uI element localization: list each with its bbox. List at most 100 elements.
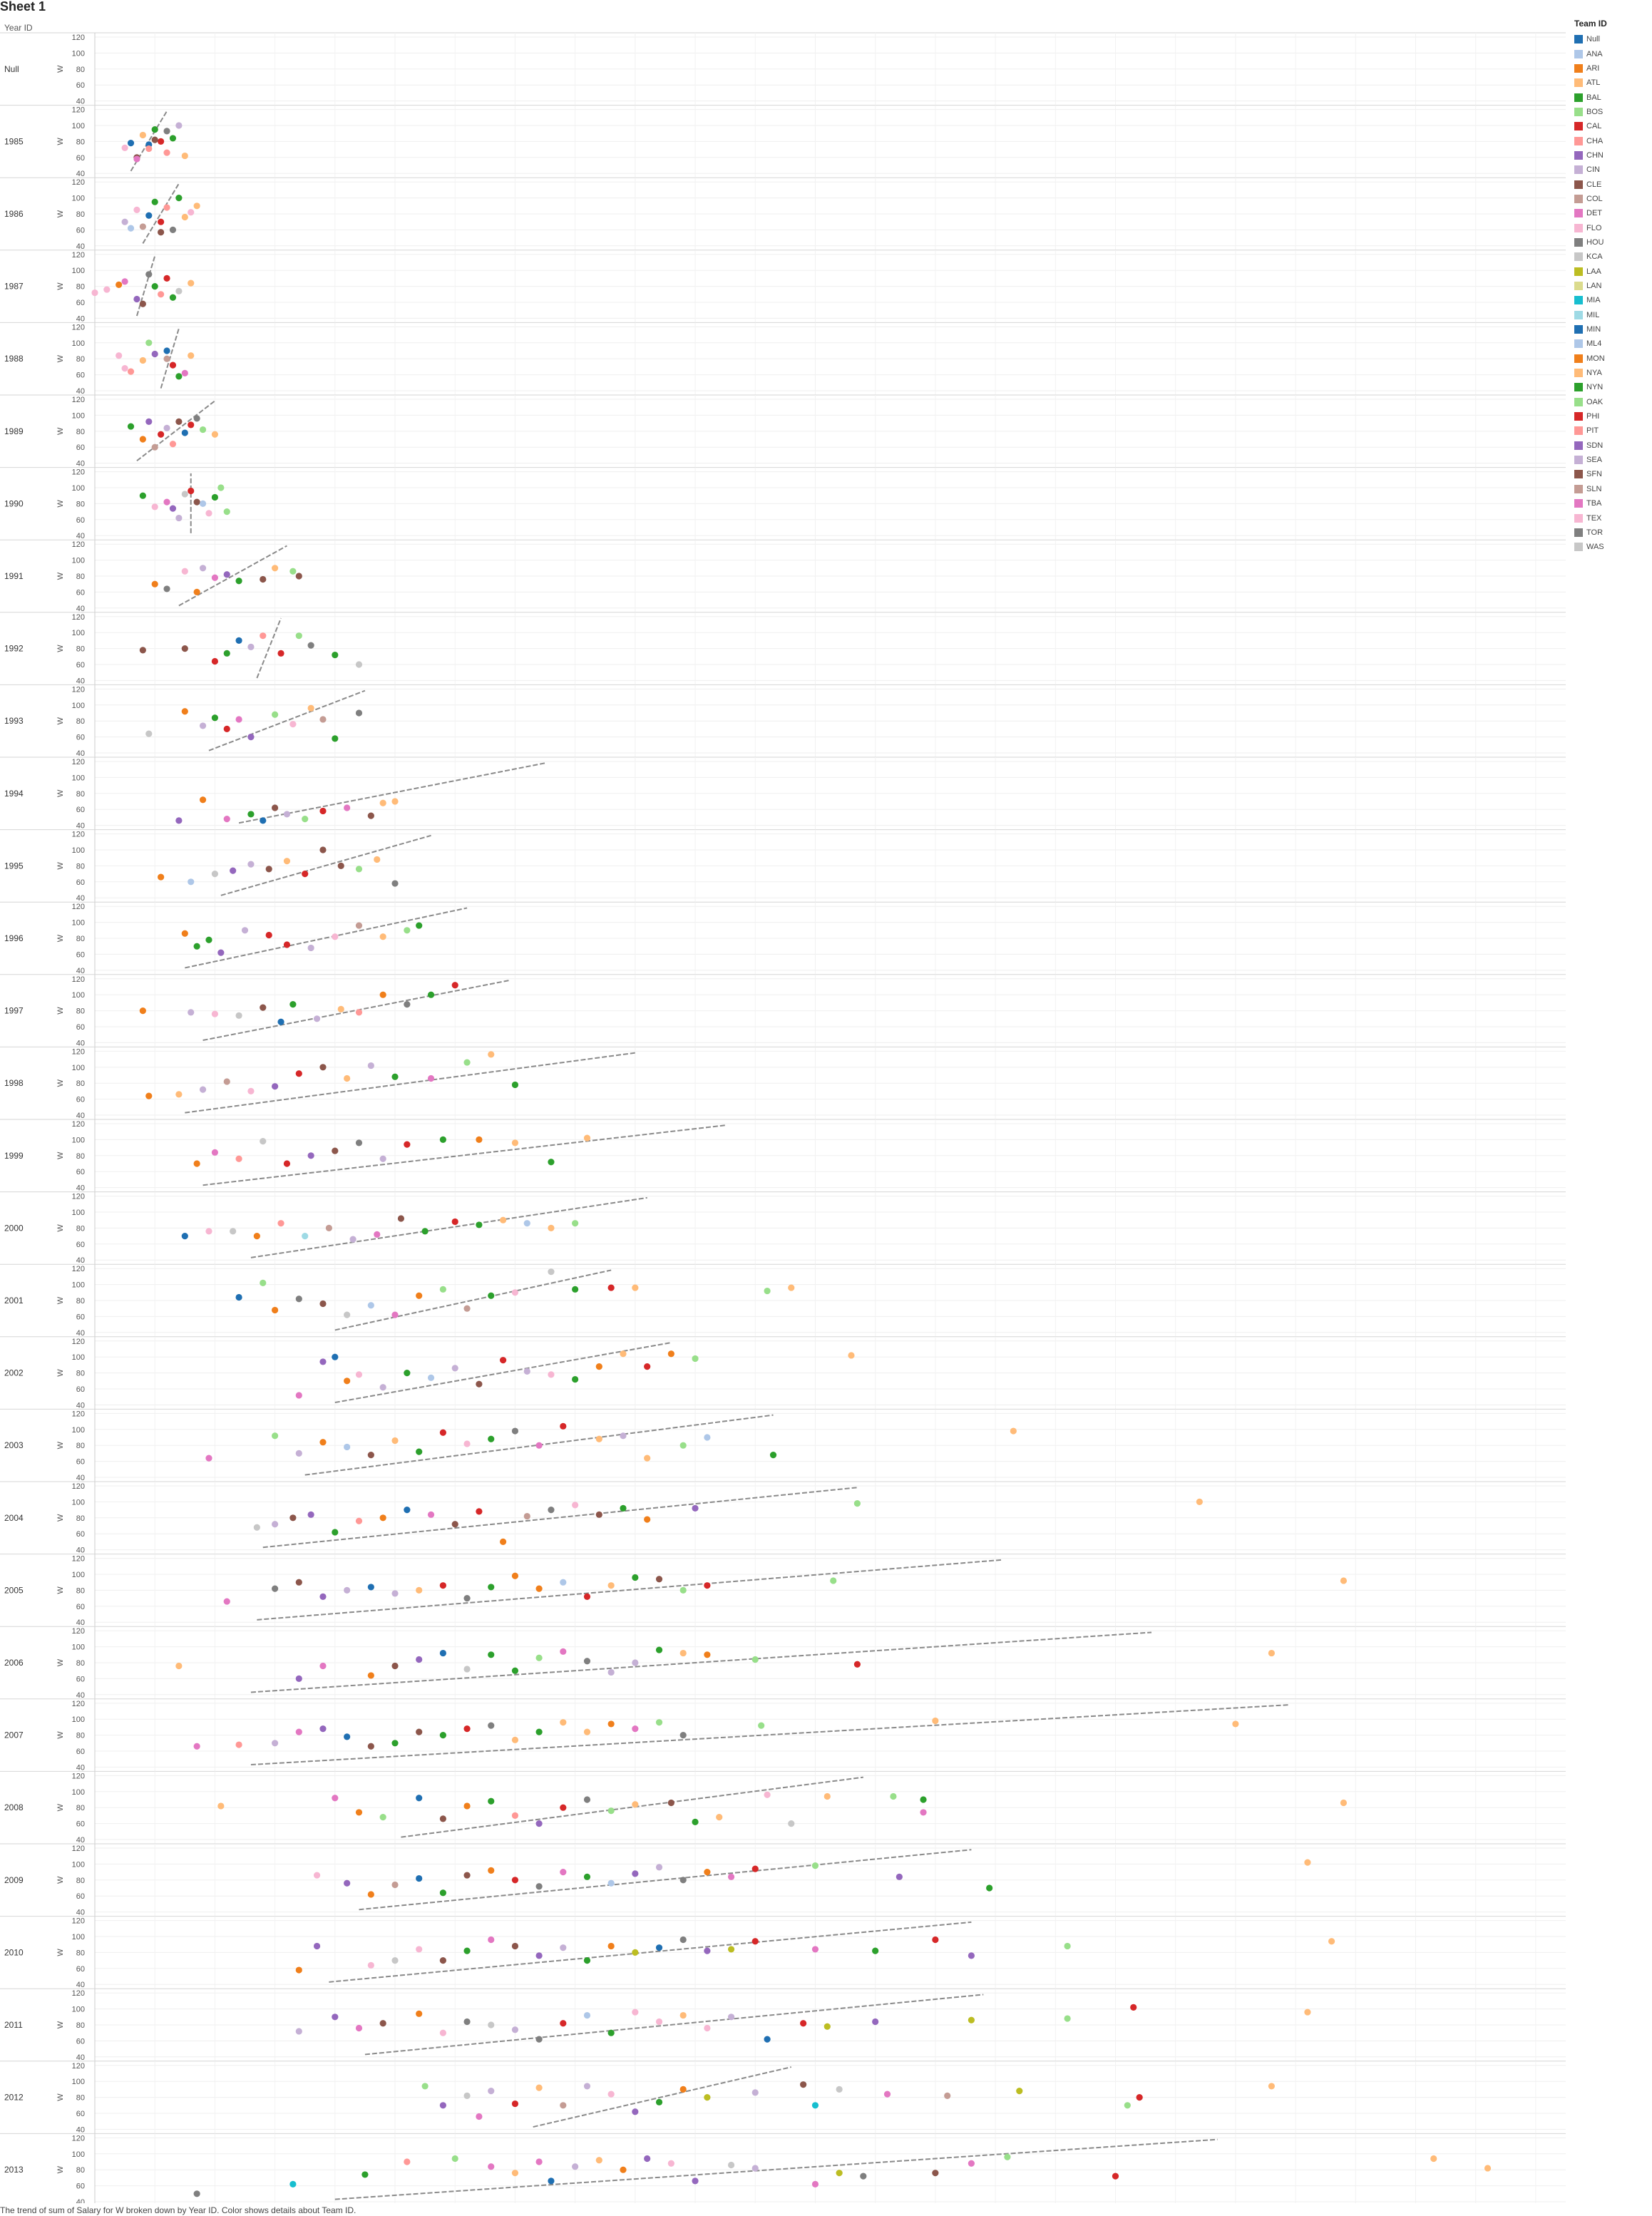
y-tick-label: 120 (72, 323, 85, 332)
y-tick-label: 80 (76, 1152, 85, 1161)
data-point (583, 1957, 591, 1964)
data-point (488, 1584, 495, 1591)
legend-item[interactable]: ARI (1574, 61, 1649, 76)
legend-item[interactable]: COL (1574, 192, 1649, 206)
legend-swatch (1574, 383, 1583, 392)
data-point (367, 1584, 374, 1591)
year-label: 2002 (4, 1368, 24, 1378)
legend-label: SFN (1586, 470, 1602, 479)
legend-item[interactable]: Null (1574, 32, 1649, 46)
data-point (272, 804, 279, 811)
y-tick-label: 80 (76, 66, 85, 74)
y-tick-label: 60 (76, 1603, 85, 1611)
legend-item[interactable]: KCA (1574, 250, 1649, 264)
y-tick-label: 40 (76, 605, 85, 613)
y-tick-label: 80 (76, 1442, 85, 1450)
legend-item[interactable]: ATL (1574, 76, 1649, 90)
data-point (535, 1820, 543, 1827)
legend-item[interactable]: LAA (1574, 265, 1649, 279)
data-point (583, 1134, 591, 1142)
data-point (679, 1936, 687, 1944)
legend-swatch (1574, 543, 1583, 552)
legend-item[interactable]: ANA (1574, 46, 1649, 61)
legend-swatch (1574, 456, 1583, 465)
data-point (679, 1442, 687, 1449)
data-point (391, 1957, 399, 1964)
year-label: 2008 (4, 1802, 24, 1812)
data-point (211, 1149, 219, 1156)
panel-2000: 40 60 80 100 120 W 2000 (0, 1191, 1566, 1265)
legend-item[interactable]: SDN (1574, 438, 1649, 453)
legend-item[interactable]: TOR (1574, 525, 1649, 540)
data-point (463, 1305, 471, 1312)
data-point (175, 373, 183, 380)
trend-line (208, 689, 366, 752)
data-point (679, 1732, 687, 1739)
data-point (379, 1384, 386, 1391)
panel-2011: 40 60 80 100 120 W 2011 (0, 1988, 1566, 2062)
y-tick-label: 120 (72, 1338, 85, 1346)
legend-item[interactable]: FLO (1574, 220, 1649, 235)
data-point (379, 2020, 386, 2027)
legend-item[interactable]: ML4 (1574, 337, 1649, 351)
data-point (247, 734, 255, 741)
data-point (211, 493, 219, 501)
trend-line (202, 980, 510, 1042)
legend-item[interactable]: HOU (1574, 235, 1649, 250)
legend-item[interactable]: CAL (1574, 119, 1649, 133)
y-tick-label: 120 (72, 2134, 85, 2143)
legend-item[interactable]: PIT (1574, 424, 1649, 438)
legend-item[interactable]: MIL (1574, 308, 1649, 322)
data-point (163, 204, 170, 211)
data-point (169, 135, 177, 142)
legend-item[interactable]: CIN (1574, 163, 1649, 177)
legend-item[interactable]: SFN (1574, 467, 1649, 481)
y-axis-title: W (56, 65, 65, 73)
legend-label: FLO (1586, 223, 1602, 232)
data-point (572, 1502, 579, 1509)
legend-item[interactable]: WAS (1574, 540, 1649, 554)
data-point (476, 1221, 483, 1228)
y-axis-title: W (56, 427, 65, 435)
legend-item[interactable]: MIN (1574, 322, 1649, 337)
legend-item[interactable]: BAL (1574, 90, 1649, 104)
data-point (211, 714, 219, 722)
panel-1998: 40 60 80 100 120 W 1998 (0, 1046, 1566, 1120)
legend-item[interactable]: CHN (1574, 148, 1649, 163)
trend-line (185, 1052, 635, 1114)
data-point (319, 1662, 327, 1670)
legend-item[interactable]: CLE (1574, 177, 1649, 191)
legend-item[interactable]: CHA (1574, 133, 1649, 148)
data-point (758, 1722, 765, 1729)
y-axis-title: W (56, 572, 65, 580)
legend-item[interactable]: BOS (1574, 105, 1649, 119)
data-point (133, 206, 140, 213)
data-point (1268, 1649, 1275, 1657)
legend-item[interactable]: MON (1574, 352, 1649, 366)
legend-item[interactable]: NYA (1574, 366, 1649, 380)
legend-item[interactable]: SLN (1574, 482, 1649, 496)
legend-item[interactable]: DET (1574, 206, 1649, 220)
legend-item[interactable]: TBA (1574, 496, 1649, 511)
data-point (295, 1966, 302, 1974)
data-point (181, 491, 188, 498)
data-point (193, 2190, 200, 2197)
year-label: 1999 (4, 1151, 24, 1161)
data-point (349, 1236, 356, 1243)
data-point (116, 352, 123, 359)
legend-item[interactable]: LAN (1574, 279, 1649, 293)
data-point (535, 1654, 543, 1661)
legend-item[interactable]: MIA (1574, 293, 1649, 307)
legend-swatch (1574, 267, 1583, 276)
data-point (175, 122, 183, 129)
legend-item[interactable]: TEX (1574, 511, 1649, 525)
legend-item[interactable]: PHI (1574, 409, 1649, 424)
data-point (391, 1662, 399, 1670)
data-point (332, 1529, 339, 1536)
legend-item[interactable]: NYN (1574, 380, 1649, 394)
data-point (704, 1947, 711, 1954)
legend-item[interactable]: OAK (1574, 395, 1649, 409)
legend-item[interactable]: SEA (1574, 453, 1649, 467)
y-axis-title: W (56, 500, 65, 508)
data-point (260, 632, 267, 640)
